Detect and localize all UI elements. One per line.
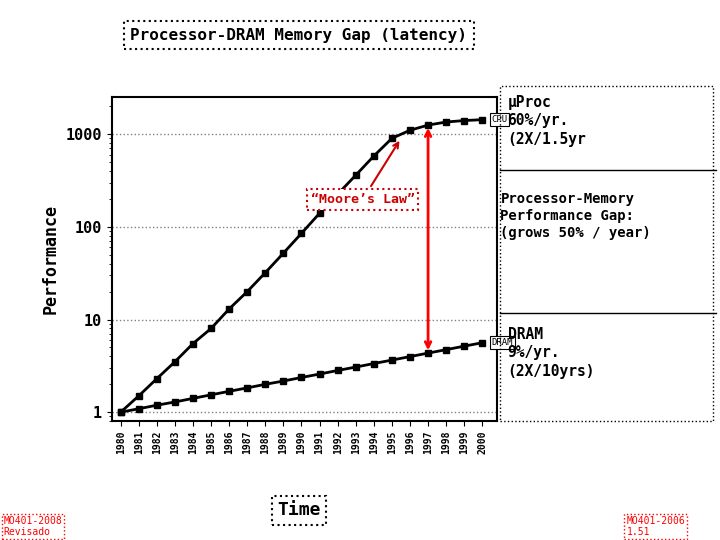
Text: Processor-Memory
Performance Gap:
(grows 50% / year): Processor-Memory Performance Gap: (grows… [500,192,651,240]
Text: Time: Time [277,501,320,519]
Text: DRAM
9%/yr.
(2X/10yrs): DRAM 9%/yr. (2X/10yrs) [508,327,595,379]
Text: DRAM: DRAM [491,338,513,347]
Text: “Moore’s Law”: “Moore’s Law” [310,143,415,206]
Text: μProc
60%/yr.
(2X/1.5yr: μProc 60%/yr. (2X/1.5yr [508,94,586,147]
Text: Processor-DRAM Memory Gap (latency): Processor-DRAM Memory Gap (latency) [130,28,467,43]
Text: MO401-2006
1.51: MO401-2006 1.51 [626,516,685,537]
Text: CPU: CPU [491,115,508,124]
Text: MO401-2008
Revisado: MO401-2008 Revisado [4,516,63,537]
Y-axis label: Performance: Performance [42,204,60,314]
